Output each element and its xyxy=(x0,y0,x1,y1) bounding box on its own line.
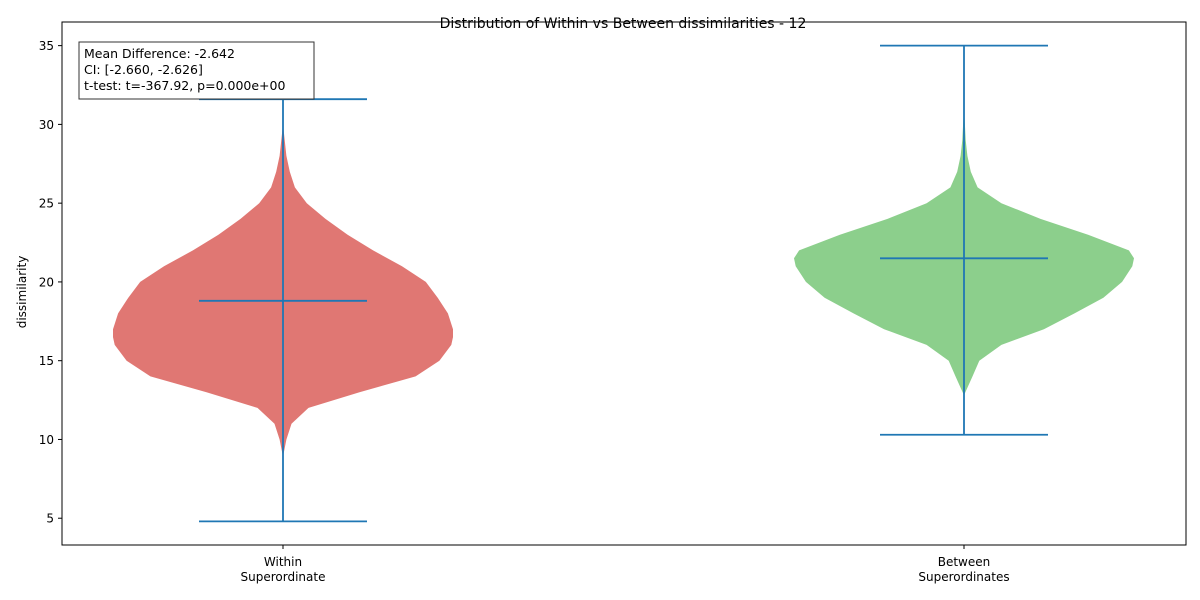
chart-title: Distribution of Within vs Between dissim… xyxy=(440,16,807,32)
x-tick-label-between-1: Between xyxy=(938,555,991,569)
y-tick-label-20: 20 xyxy=(39,275,54,289)
annotation-line-mean-difference: Mean Difference: -2.642 xyxy=(84,46,235,61)
x-tick-label-within-1: Within xyxy=(264,555,302,569)
y-tick-label-25: 25 xyxy=(39,197,54,211)
y-tick-label-30: 30 xyxy=(39,118,54,132)
y-tick-label-10: 10 xyxy=(39,433,54,447)
annotation-box xyxy=(78,41,315,100)
stats-annotation: Mean Difference: -2.642 CI: [-2.660, -2.… xyxy=(78,41,315,100)
y-axis-label: dissimilarity xyxy=(15,256,29,329)
violin-bodies xyxy=(113,108,1134,457)
annotation-line-t-test: t-test: t=-367.92, p=0.000e+00 xyxy=(84,78,285,93)
y-tick-label-35: 35 xyxy=(39,39,54,53)
violin-stat-lines xyxy=(199,44,1048,523)
x-tick-label-between-2: Superordinates xyxy=(918,570,1009,584)
y-tick-label-15: 15 xyxy=(39,354,54,368)
y-tick-label-5: 5 xyxy=(46,512,54,526)
x-tick-label-within-2: Superordinate xyxy=(241,570,326,584)
annotation-line-ci: CI: [-2.660, -2.626] xyxy=(84,62,203,77)
y-axis: 5 10 15 20 25 30 35 xyxy=(39,39,62,526)
plot-frame xyxy=(61,21,1187,546)
